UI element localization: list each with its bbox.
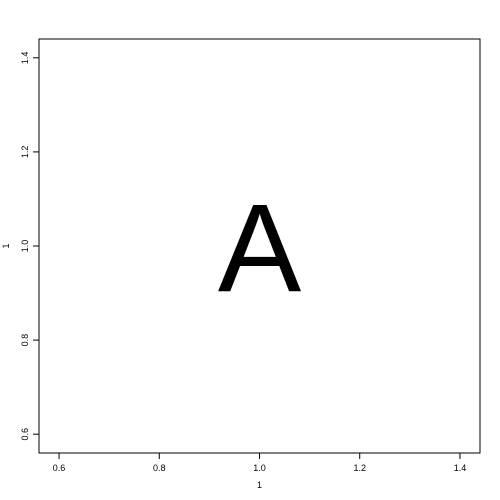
- y-tick-label: 1.2: [20, 146, 30, 159]
- y-tick-label: 0.8: [20, 334, 30, 347]
- y-axis-title: 1: [1, 243, 11, 248]
- x-tick-label: 0.6: [53, 463, 66, 473]
- x-tick-label: 1.4: [454, 463, 467, 473]
- y-axis: 0.6 0.8 1.0 1.2 1.4: [20, 52, 39, 441]
- x-tick-label: 1.2: [353, 463, 366, 473]
- y-tick-label: 0.6: [20, 428, 30, 441]
- x-tick-label: 0.8: [153, 463, 166, 473]
- y-tick-label: 1.4: [20, 52, 30, 65]
- x-tick-label: 1.0: [253, 463, 266, 473]
- x-axis: 0.6 0.8 1.0 1.2 1.4: [53, 453, 466, 473]
- y-tick-label: 1.0: [20, 240, 30, 253]
- x-axis-title: 1: [257, 480, 262, 490]
- data-marks: A: [218, 179, 302, 318]
- data-point-label: A: [218, 179, 302, 318]
